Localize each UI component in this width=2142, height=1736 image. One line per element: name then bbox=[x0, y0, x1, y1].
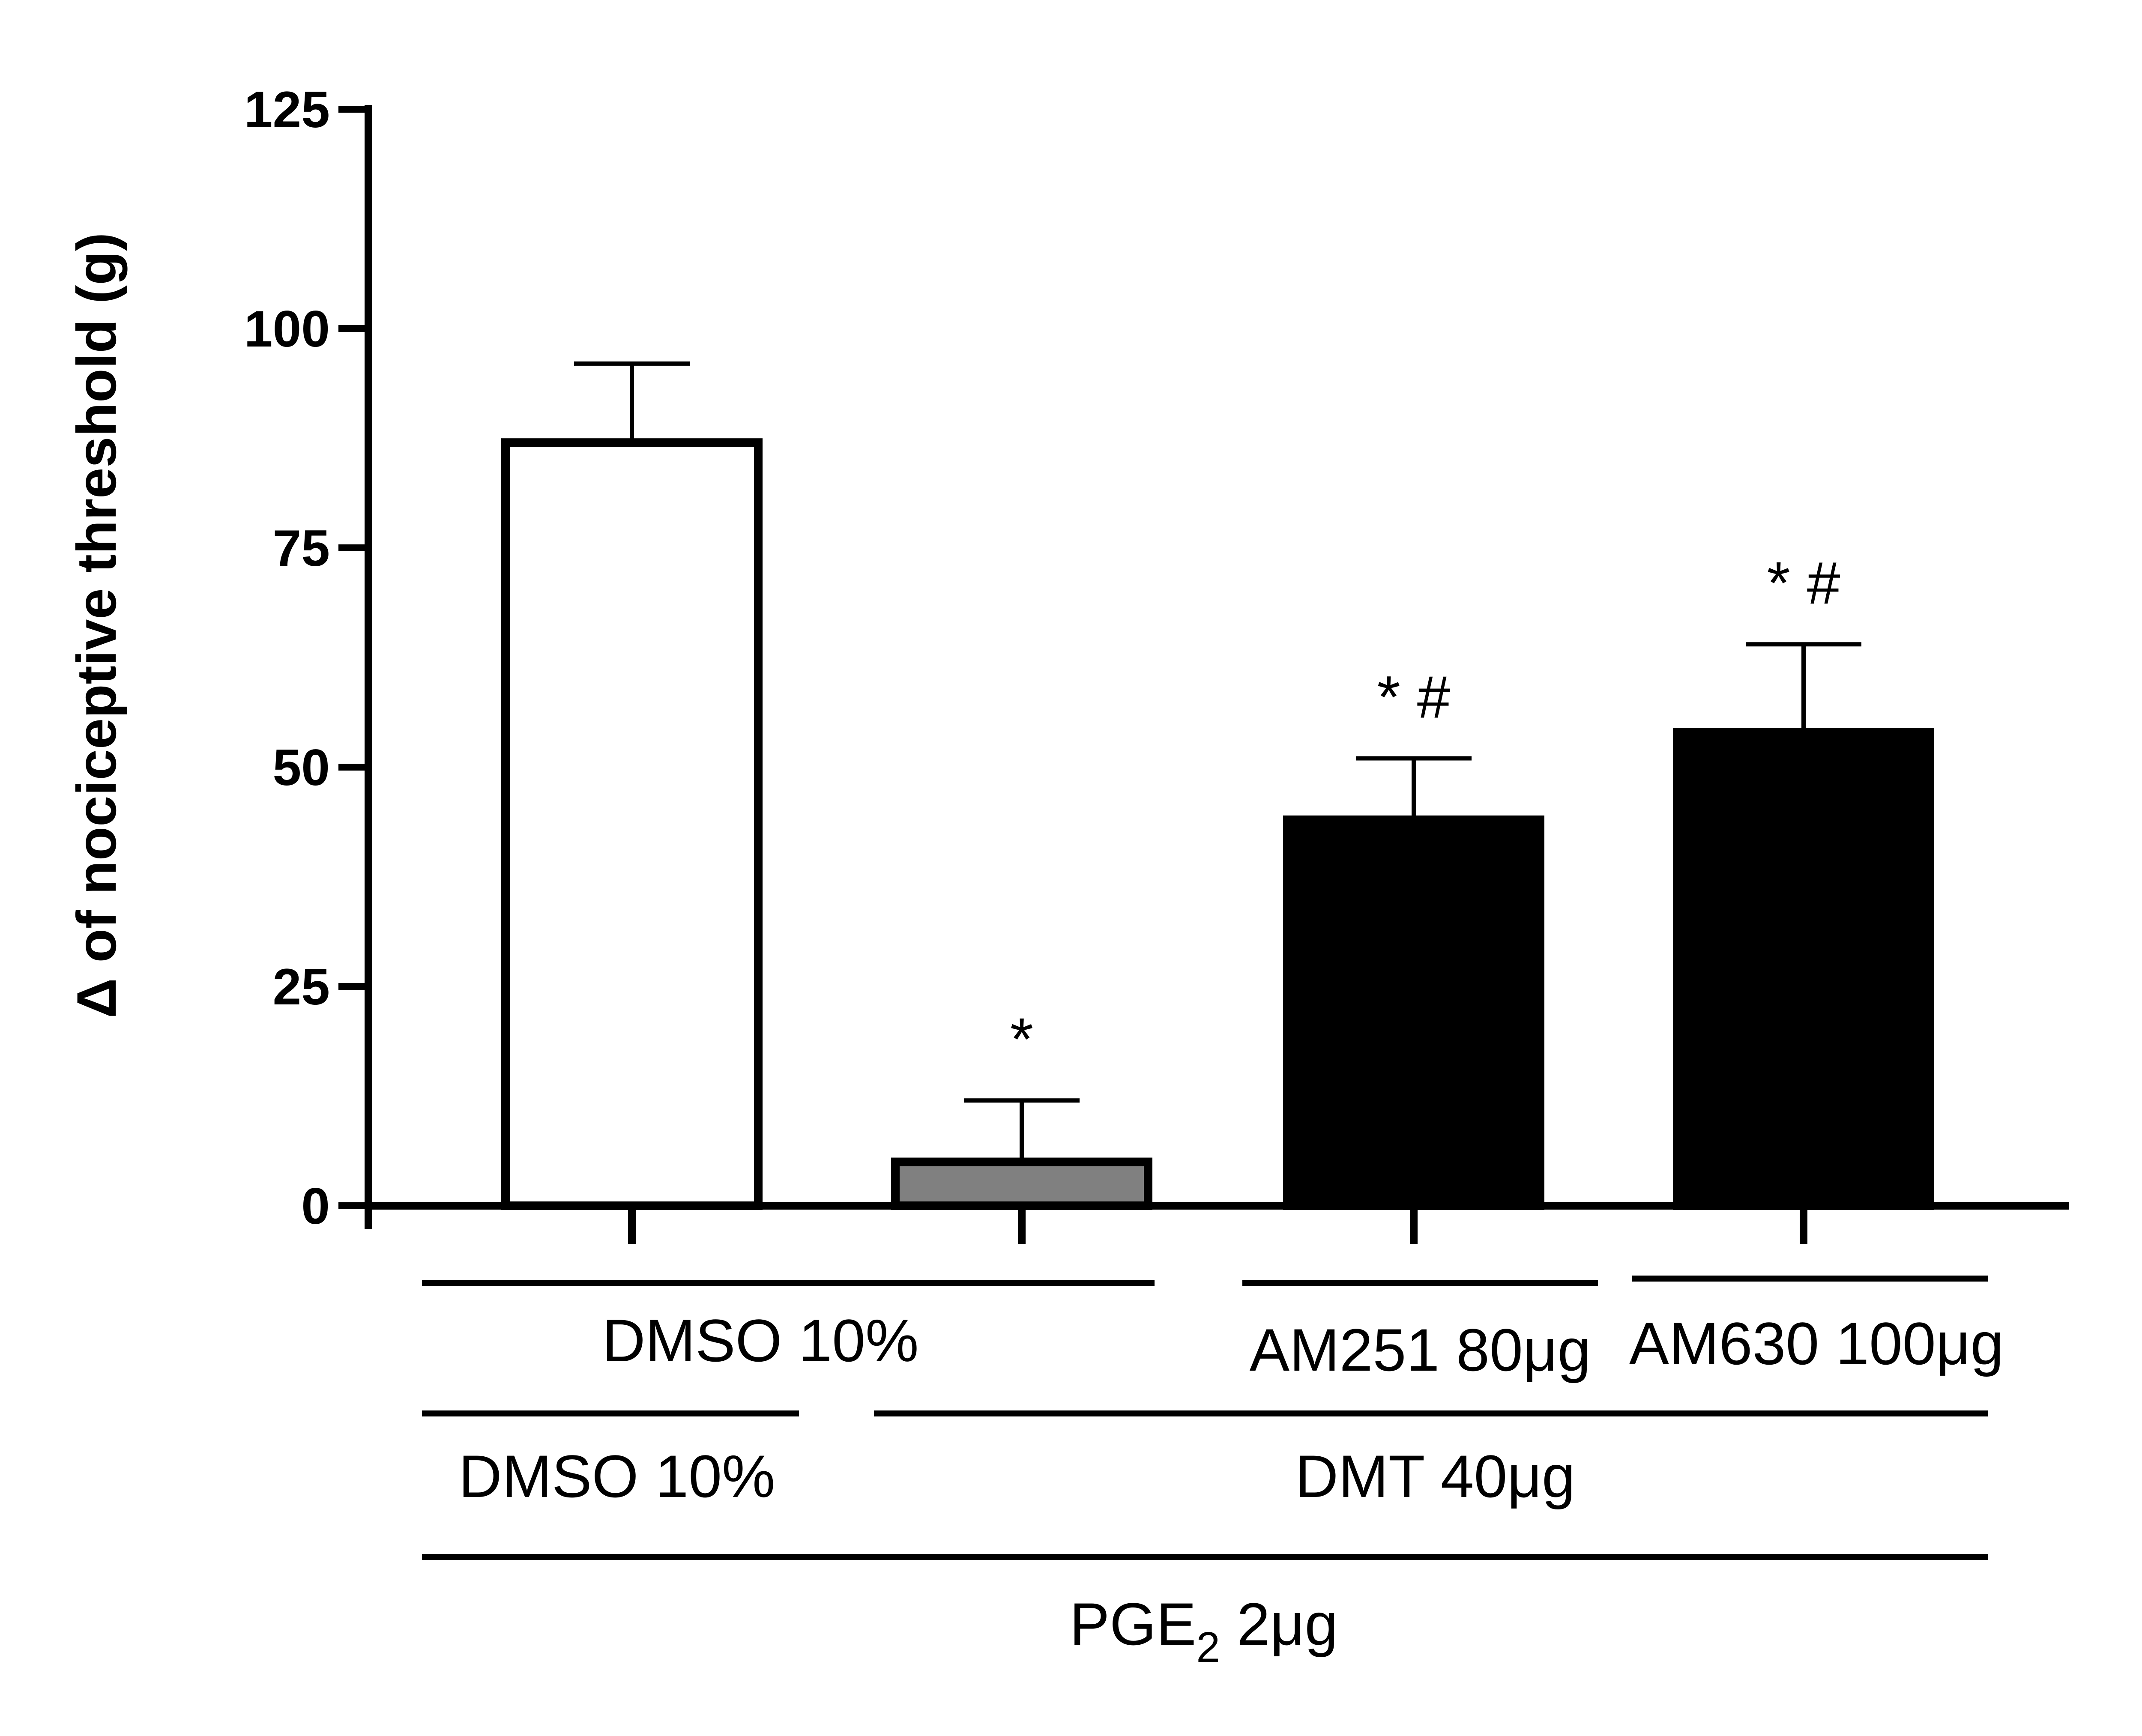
group-label-dmso-row2: DMSO 10% bbox=[458, 1443, 775, 1510]
y-tick-label: 125 bbox=[244, 81, 330, 138]
group-label-pge2: PGE2 2μg bbox=[1070, 1590, 1338, 1671]
significance-marker: * # bbox=[1377, 663, 1450, 731]
y-tick-label: 75 bbox=[273, 520, 330, 577]
pge2-subscript: 2 bbox=[1196, 1623, 1220, 1671]
significance-marker: * bbox=[1010, 1005, 1033, 1073]
significance-marker: * # bbox=[1767, 549, 1840, 616]
group-label-am630: AM630 100μg bbox=[1629, 1310, 2004, 1377]
y-tick-label: 100 bbox=[244, 300, 330, 358]
group-label-dmso-row1: DMSO 10% bbox=[602, 1307, 918, 1374]
bar bbox=[1283, 815, 1544, 1210]
bar bbox=[891, 1157, 1152, 1210]
y-tick-label: 50 bbox=[273, 739, 330, 796]
y-tick-label: 0 bbox=[301, 1177, 330, 1235]
bar bbox=[1673, 728, 1934, 1210]
group-label-am251: AM251 80μg bbox=[1250, 1316, 1591, 1383]
group-brackets bbox=[422, 1276, 1988, 1560]
bars-group: * * # * # bbox=[501, 361, 1934, 1210]
pge2-main: PGE bbox=[1070, 1590, 1197, 1658]
pge2-dose: 2μg bbox=[1220, 1590, 1338, 1658]
bar bbox=[501, 438, 763, 1210]
x-axis-ticks bbox=[628, 1206, 1807, 1244]
y-tick-label: 25 bbox=[273, 958, 330, 1016]
y-axis-ticks: 0 25 50 75 100 125 bbox=[244, 81, 368, 1235]
group-label-dmt: DMT 40μg bbox=[1295, 1443, 1575, 1510]
y-axis-label: Δ of nociceptive threshold (g) bbox=[65, 233, 128, 1018]
